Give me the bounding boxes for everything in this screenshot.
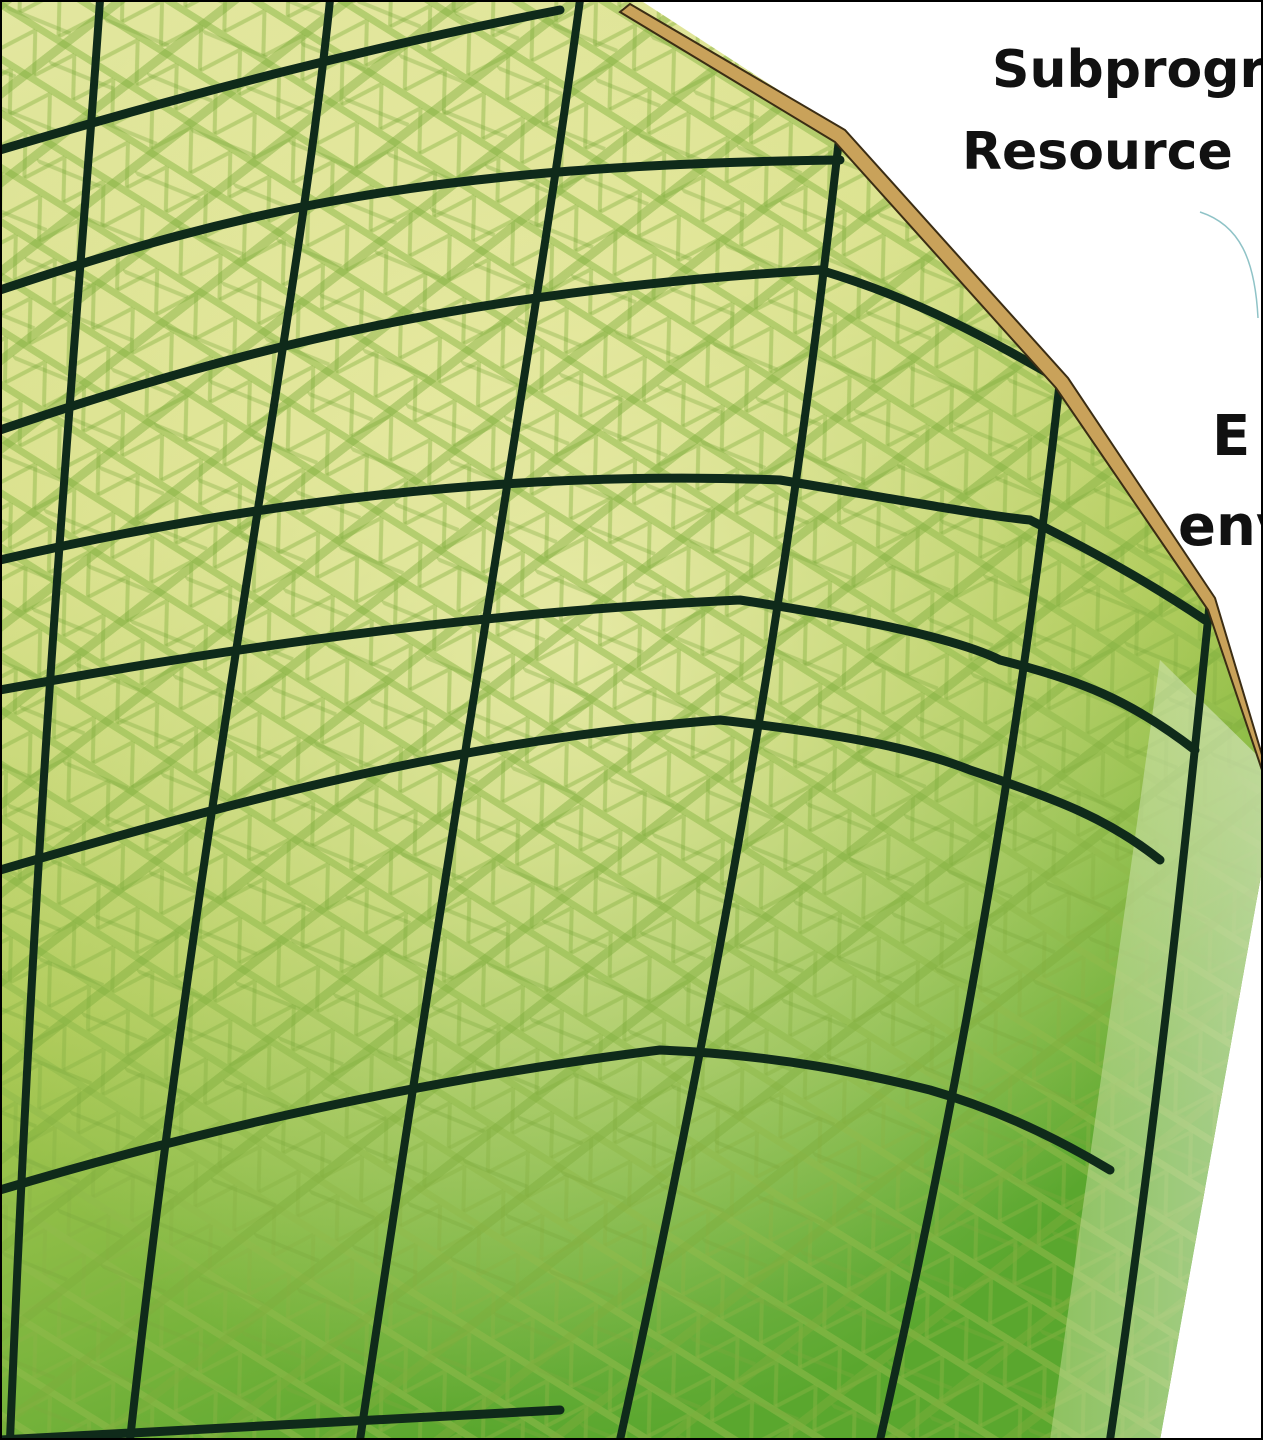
subtitle-line-2: env [1178,494,1263,559]
title-line-2: Resource [962,122,1233,182]
title-line-1: Subprogr [992,40,1263,100]
subtitle-line-1: E [1212,404,1251,469]
